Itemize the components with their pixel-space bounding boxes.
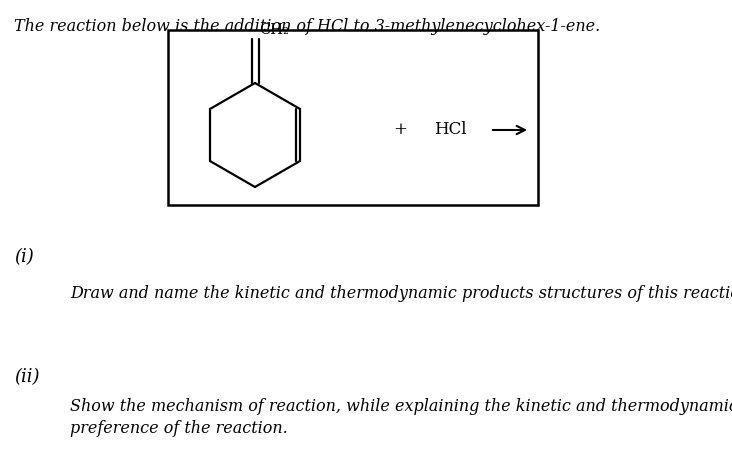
Text: (ii): (ii) (14, 368, 40, 386)
Bar (168, 30, 538, 205)
Text: The reaction below is the addition of HCl to 3-methylenecyclohex-1-ene.: The reaction below is the addition of HC… (14, 18, 600, 35)
Text: (i): (i) (14, 248, 34, 266)
Text: CH₂: CH₂ (259, 23, 289, 37)
Text: HCl: HCl (434, 122, 466, 139)
Text: Show the mechanism of reaction, while explaining the kinetic and thermodynamic: Show the mechanism of reaction, while ex… (70, 398, 732, 415)
Text: Draw and name the kinetic and thermodynamic products structures of this reaction: Draw and name the kinetic and thermodyna… (70, 285, 732, 302)
Text: preference of the reaction.: preference of the reaction. (70, 420, 288, 437)
Text: +: + (393, 122, 407, 139)
